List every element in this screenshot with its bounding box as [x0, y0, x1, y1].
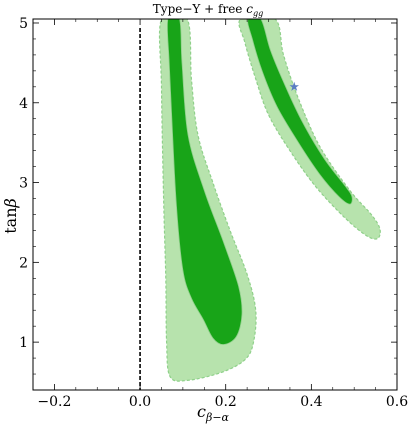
x-tick-label: 0.4 — [300, 394, 322, 410]
chart-title: Type−Y + free cgg — [153, 2, 263, 18]
axes: −0.2 0.0 0.2 0.4 0.6 1 2 3 4 5 — [19, 16, 408, 410]
x-tick-label: 0.6 — [386, 394, 408, 410]
plot-frame — [32, 18, 398, 391]
x-tick-label: 0.2 — [215, 394, 237, 410]
region-inner-left — [166, 19, 243, 345]
best-fit-marker — [289, 81, 299, 91]
plot-area — [139, 19, 381, 390]
title-subscript: gg — [253, 9, 263, 18]
y-tick-label: 5 — [19, 16, 28, 32]
title-prefix: Type−Y + free — [153, 2, 246, 16]
y-tick-label: 2 — [19, 255, 28, 271]
y-axis-label-var: β — [1, 198, 20, 208]
y-tick-label: 3 — [19, 176, 28, 192]
x-axis-label: cβ−α — [197, 402, 230, 424]
x-tick-label: −0.2 — [37, 394, 71, 410]
title-var: c — [246, 2, 253, 16]
x-tick-label: 0.0 — [129, 394, 151, 410]
y-axis-label-prefix: tan — [1, 207, 20, 233]
x-axis-label-var: c — [197, 402, 206, 421]
y-tick-label: 4 — [19, 96, 28, 112]
regions — [158, 19, 381, 382]
region-inner-right — [247, 19, 353, 205]
x-axis-label-subscript: β−α — [205, 411, 230, 424]
y-tick-label: 1 — [19, 335, 28, 351]
y-axis-label: tanβ — [1, 198, 20, 234]
